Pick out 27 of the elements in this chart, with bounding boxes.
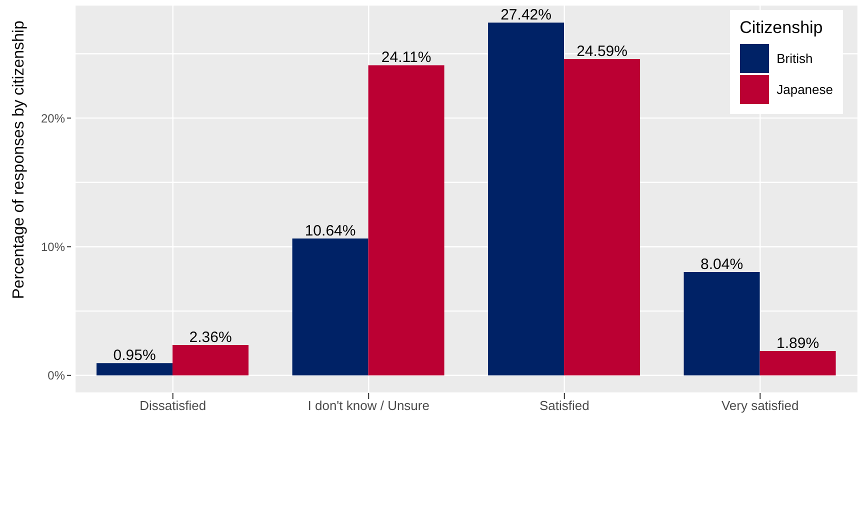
x-tick-label: I don't know / Unsure — [308, 398, 430, 414]
bar — [684, 272, 760, 376]
data-label: 2.36% — [189, 329, 232, 346]
data-label: 24.11% — [381, 49, 432, 66]
y-tick-label: 20% — [40, 111, 66, 126]
x-tick-label: Very satisfied — [721, 398, 799, 414]
y-axis-title: Percentage of responses by citizenship — [10, 20, 28, 299]
data-label: 24.59% — [576, 43, 628, 60]
bar — [368, 65, 444, 376]
bar — [292, 238, 368, 376]
bar — [172, 345, 249, 376]
legend-title: Citizenship — [740, 18, 824, 38]
x-tick-label: Satisfied — [539, 398, 590, 414]
x-tick-label: Dissatisfied — [140, 398, 206, 414]
y-tick-label: 0% — [48, 368, 66, 383]
data-label: 0.95% — [113, 347, 156, 364]
legend-label: Japanese — [776, 82, 833, 97]
data-label: 8.04% — [700, 256, 744, 273]
bar — [488, 22, 564, 376]
data-label: 10.64% — [304, 222, 356, 240]
data-label: 27.42% — [500, 6, 552, 24]
bar — [760, 351, 836, 376]
bar — [564, 59, 640, 376]
bar — [96, 363, 173, 376]
data-label: 1.89% — [776, 335, 820, 352]
legend-label: British — [776, 51, 813, 66]
y-tick-label: 10% — [40, 240, 66, 254]
